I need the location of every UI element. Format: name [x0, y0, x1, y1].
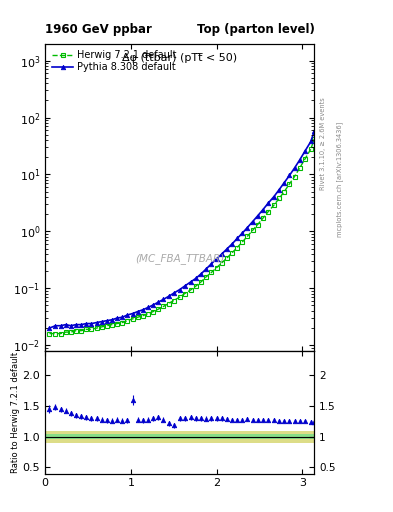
Pythia 8.308 default	[292, 165, 297, 171]
Herwig 7.2.1 default	[171, 297, 176, 304]
Text: (MC_FBA_TTBAR): (MC_FBA_TTBAR)	[135, 253, 224, 264]
Herwig 7.2.1 default	[292, 174, 297, 180]
Pythia 8.308 default	[219, 251, 224, 257]
Text: Δφ (t̅tbar) (pTt̅ < 50): Δφ (t̅tbar) (pTt̅ < 50)	[122, 53, 237, 63]
Herwig 7.2.1 default	[68, 329, 73, 335]
Pythia 8.308 default	[171, 290, 176, 296]
Line: Herwig 7.2.1 default: Herwig 7.2.1 default	[47, 137, 316, 336]
Herwig 7.2.1 default	[209, 269, 214, 275]
Bar	[45, 431, 314, 443]
Pythia 8.308 default	[209, 261, 214, 267]
Line: Pythia 8.308 default: Pythia 8.308 default	[47, 129, 316, 330]
Herwig 7.2.1 default	[312, 136, 317, 142]
Herwig 7.2.1 default	[219, 260, 224, 266]
Pythia 8.308 default	[312, 128, 317, 134]
Pythia 8.308 default	[141, 307, 145, 313]
Herwig 7.2.1 default	[141, 313, 145, 319]
Text: 1960 GeV ppbar: 1960 GeV ppbar	[45, 23, 152, 36]
Bar	[45, 434, 314, 439]
Y-axis label: Ratio to Herwig 7.2.1 default: Ratio to Herwig 7.2.1 default	[11, 352, 20, 473]
Herwig 7.2.1 default	[47, 331, 52, 337]
Pythia 8.308 default	[68, 323, 73, 329]
Text: Top (parton level): Top (parton level)	[196, 23, 314, 36]
Text: Rivet 3.1.10, ≥ 2.6M events: Rivet 3.1.10, ≥ 2.6M events	[320, 97, 326, 190]
Pythia 8.308 default	[47, 325, 52, 331]
Legend: Herwig 7.2.1 default, Pythia 8.308 default: Herwig 7.2.1 default, Pythia 8.308 defau…	[50, 48, 179, 74]
Text: mcplots.cern.ch [arXiv:1306.3436]: mcplots.cern.ch [arXiv:1306.3436]	[336, 121, 343, 237]
